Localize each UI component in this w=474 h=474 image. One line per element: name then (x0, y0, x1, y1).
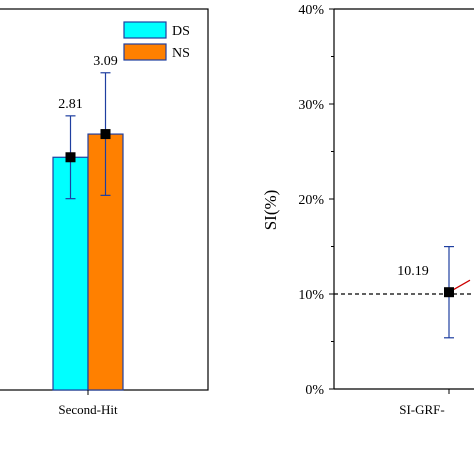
legend-label-ns: NS (172, 46, 190, 61)
right-points-group: 10.19 (397, 245, 471, 339)
right-x-tick-label: SI-GRF- (399, 402, 445, 417)
legend: DS NS (123, 21, 190, 61)
right-y-axis-label: SI(%) (261, 190, 280, 231)
y-tick-label: 10% (298, 288, 324, 303)
right-y-ticks-group: 0% 10% 20% 30% 40% (298, 3, 334, 398)
left-chart: 2.81 3.09 DS NS Second-Hit (0, 8, 209, 417)
data-label-ds: 2.81 (58, 97, 83, 112)
y-tick-label: 30% (298, 98, 324, 113)
legend-label-ds: DS (172, 24, 190, 39)
legend-swatch-ns (123, 43, 167, 61)
left-errors-group (65, 72, 111, 200)
right-chart: 0% 10% 20% 30% 40% SI(%) 10.19 SI-GRF- (261, 3, 474, 417)
y-tick-label: 40% (298, 3, 324, 18)
y-tick-label: 20% (298, 193, 324, 208)
y-tick-label: 0% (305, 383, 324, 398)
data-label-ns: 3.09 (93, 54, 118, 69)
si-point-label: 10.19 (397, 264, 429, 279)
left-x-tick-label: Second-Hit (58, 402, 118, 417)
left-data-labels-group: 2.81 3.09 (58, 54, 118, 112)
si-point-marker (444, 287, 454, 298)
mean-marker-ns (100, 129, 111, 140)
legend-swatch-ds (123, 21, 167, 39)
mean-marker-ds (65, 152, 76, 163)
left-bars-group (52, 133, 124, 391)
